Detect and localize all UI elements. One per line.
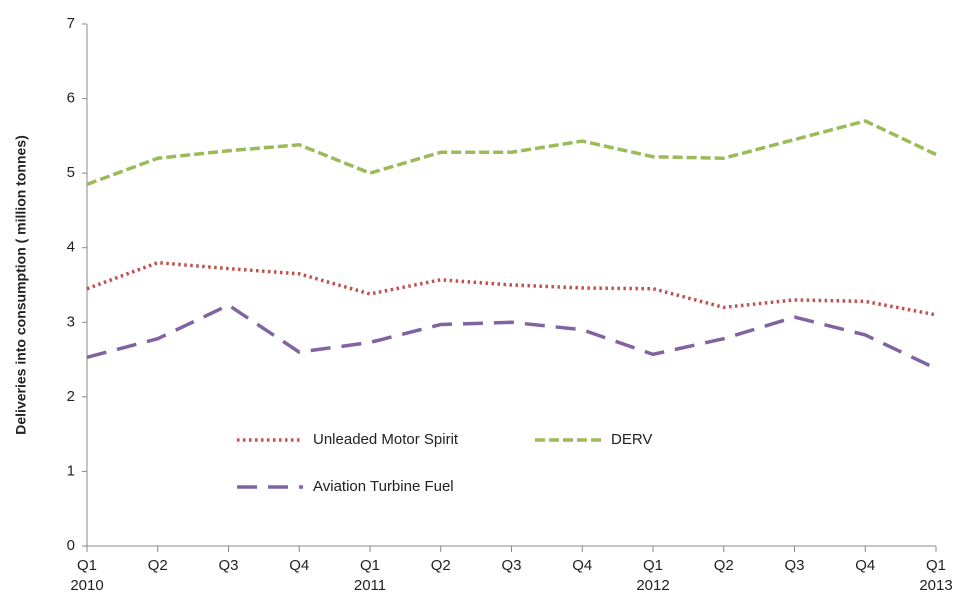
y-tick-label: 0 [67, 537, 75, 554]
y-tick-label: 7 [67, 15, 75, 32]
series-line [86, 119, 937, 186]
y-tick-label: 1 [67, 462, 75, 479]
y-axis-label: Deliveries into consumption ( million to… [13, 135, 29, 434]
x-tick-label: Q4 [572, 557, 592, 574]
x-tick-label: Q4 [855, 557, 875, 574]
y-tick-label: 4 [67, 239, 75, 256]
x-year-label: 2013 [919, 577, 952, 594]
x-tick-label: Q1 [360, 557, 380, 574]
x-tick-label: Q3 [501, 557, 521, 574]
y-tick-label: 5 [67, 164, 75, 181]
x-tick-label: Q4 [289, 557, 309, 574]
y-tick-label: 6 [67, 90, 75, 107]
x-tick-label: Q1 [926, 557, 946, 574]
legend-label: Aviation Turbine Fuel [313, 478, 454, 495]
x-tick-label: Q3 [218, 557, 238, 574]
x-year-label: 2011 [354, 577, 386, 594]
series-line [86, 303, 937, 371]
x-tick-label: Q1 [643, 557, 663, 574]
x-tick-label: Q2 [148, 557, 168, 574]
x-tick-label: Q3 [784, 557, 804, 574]
legend-label: DERV [611, 431, 652, 448]
x-tick-label: Q2 [431, 557, 451, 574]
legend-label: Unleaded Motor Spirit [313, 431, 459, 448]
y-tick-label: 3 [67, 313, 75, 330]
x-tick-label: Q2 [714, 557, 734, 574]
y-tick-label: 2 [67, 388, 75, 405]
series-line [86, 260, 937, 317]
x-year-label: 2010 [70, 577, 103, 594]
x-year-label: 2012 [636, 577, 669, 594]
x-tick-label: Q1 [77, 557, 97, 574]
